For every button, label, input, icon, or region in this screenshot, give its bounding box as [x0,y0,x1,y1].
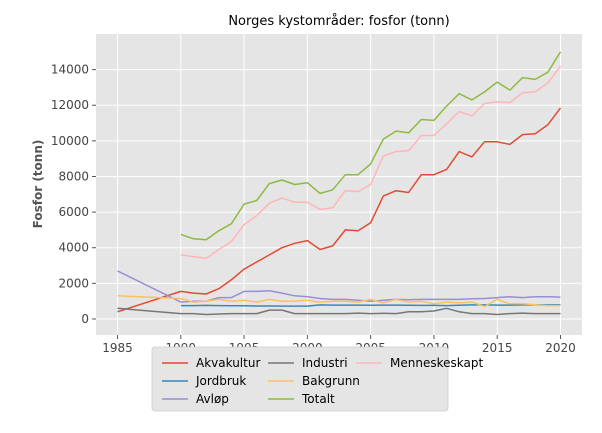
legend-label-akvakultur: Akvakultur [196,356,260,370]
series-line-akvakultur [117,107,562,313]
y-axis-label: Fosfor (tonn) [31,140,45,229]
plot-area [96,34,582,335]
y-tick-label: 12000 [51,98,89,112]
y-tick-label: 14000 [51,63,89,77]
legend-label-bakgrunn: Bakgrunn [302,374,360,388]
y-tick-label: 8000 [58,169,89,183]
y-tick-label: 0 [81,312,89,326]
series-line-totalt [180,51,562,241]
series-lines [117,51,562,316]
y-tick-label: 10000 [51,134,89,148]
legend-label-menneskeskapt: Menneskeskapt [390,356,483,370]
legend-label-totalt: Totalt [301,392,335,406]
y-tick-label: 2000 [58,276,89,290]
x-tick-label: 2020 [545,341,576,355]
legend-label-avlop: Avløp [196,392,229,406]
chart-title: Norges kystområder: fosfor (tonn) [228,14,449,29]
grid [96,34,582,335]
y-tick-label: 6000 [58,205,89,219]
y-tick-label: 4000 [58,241,89,255]
legend: Akvakultur Jordbruk Avløp Industri Bakgrunn T… [151,346,483,412]
series-line-jordbruk [180,304,561,307]
series-line-industri [117,307,561,316]
x-tick-label: 2015 [482,341,513,355]
series-line-menneskeskapt [180,65,562,260]
legend-label-jordbruk: Jordbruk [195,374,246,388]
series-line-bakgrunn [117,295,561,308]
x-tick-label: 1985 [102,341,133,355]
legend-label-industri: Industri [302,356,348,370]
